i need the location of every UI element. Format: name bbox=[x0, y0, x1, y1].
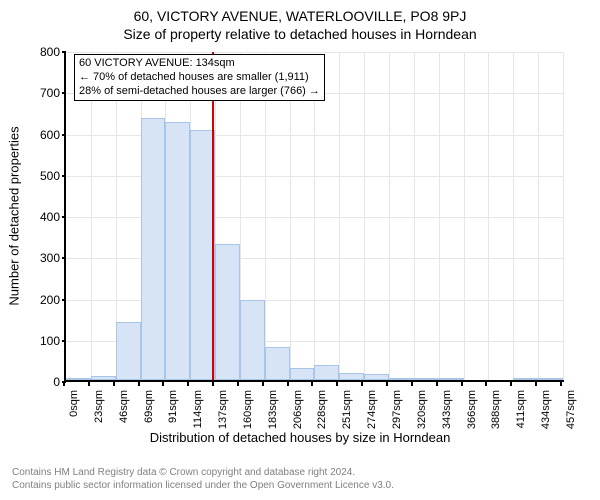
x-tick-label: 388sqm bbox=[490, 390, 502, 429]
gridline-vertical bbox=[339, 52, 340, 380]
x-tick-label: 114sqm bbox=[192, 390, 204, 428]
x-tick-mark bbox=[311, 382, 313, 386]
x-tick-label: 320sqm bbox=[416, 390, 428, 429]
x-tick-mark bbox=[63, 382, 65, 386]
y-tick-mark bbox=[62, 340, 66, 342]
footer-attribution: Contains HM Land Registry data © Crown c… bbox=[12, 467, 394, 492]
y-tick-label: 600 bbox=[20, 128, 60, 142]
x-tick-mark bbox=[187, 382, 189, 386]
histogram-bar bbox=[165, 122, 190, 380]
x-tick-mark bbox=[88, 382, 90, 386]
histogram-bar bbox=[364, 374, 389, 380]
x-tick-label: 457sqm bbox=[565, 390, 577, 429]
histogram-bar bbox=[141, 118, 165, 380]
gridline-vertical bbox=[488, 52, 489, 380]
x-tick-mark bbox=[113, 382, 115, 386]
y-tick-label: 0 bbox=[20, 375, 60, 389]
annotation-line: 28% of semi-detached houses are larger (… bbox=[79, 85, 320, 99]
plot-area: 60 VICTORY AVENUE: 134sqm← 70% of detach… bbox=[64, 52, 564, 382]
histogram-chart: Number of detached properties 60 VICTORY… bbox=[0, 46, 600, 446]
histogram-bar bbox=[240, 300, 265, 380]
x-tick-mark bbox=[535, 382, 537, 386]
y-tick-mark bbox=[62, 175, 66, 177]
histogram-bar bbox=[215, 244, 240, 380]
gridline-vertical bbox=[389, 52, 390, 380]
x-tick-label: 137sqm bbox=[217, 390, 229, 429]
x-tick-label: 0sqm bbox=[68, 390, 80, 417]
x-tick-label: 183sqm bbox=[267, 390, 279, 429]
x-tick-label: 69sqm bbox=[143, 390, 155, 423]
y-tick-mark bbox=[62, 216, 66, 218]
page-title: 60, VICTORY AVENUE, WATERLOOVILLE, PO8 9… bbox=[0, 0, 600, 24]
gridline-vertical bbox=[464, 52, 465, 380]
histogram-bar bbox=[513, 378, 538, 380]
gridline-vertical bbox=[439, 52, 440, 380]
x-tick-mark bbox=[485, 382, 487, 386]
x-axis-label: Distribution of detached houses by size … bbox=[0, 430, 600, 445]
gridline-vertical bbox=[563, 52, 564, 380]
x-tick-label: 46sqm bbox=[118, 390, 130, 423]
x-tick-label: 228sqm bbox=[316, 390, 328, 429]
x-tick-label: 343sqm bbox=[441, 390, 453, 429]
histogram-bar bbox=[66, 378, 91, 380]
y-tick-mark bbox=[62, 257, 66, 259]
histogram-bar bbox=[389, 378, 414, 380]
x-tick-mark bbox=[361, 382, 363, 386]
y-tick-label: 400 bbox=[20, 210, 60, 224]
gridline-vertical bbox=[513, 52, 514, 380]
x-tick-mark bbox=[262, 382, 264, 386]
x-tick-mark bbox=[237, 382, 239, 386]
histogram-bar bbox=[314, 365, 339, 380]
x-tick-mark bbox=[287, 382, 289, 386]
x-tick-mark bbox=[212, 382, 214, 386]
y-tick-mark bbox=[62, 92, 66, 94]
annotation-line: ← 70% of detached houses are smaller (1,… bbox=[79, 71, 320, 85]
gridline-vertical bbox=[414, 52, 415, 380]
x-tick-label: 366sqm bbox=[466, 390, 478, 429]
x-tick-mark bbox=[560, 382, 562, 386]
x-tick-mark bbox=[411, 382, 413, 386]
y-tick-mark bbox=[62, 134, 66, 136]
x-tick-label: 251sqm bbox=[341, 390, 353, 429]
histogram-bar bbox=[439, 378, 464, 380]
footer-line-1: Contains HM Land Registry data © Crown c… bbox=[12, 467, 394, 480]
histogram-bar bbox=[290, 368, 314, 380]
histogram-bar bbox=[91, 376, 116, 380]
annotation-box: 60 VICTORY AVENUE: 134sqm← 70% of detach… bbox=[74, 54, 325, 101]
x-tick-mark bbox=[436, 382, 438, 386]
y-tick-label: 500 bbox=[20, 169, 60, 183]
gridline-vertical bbox=[364, 52, 365, 380]
histogram-bar bbox=[116, 322, 141, 380]
gridline-vertical bbox=[538, 52, 539, 380]
x-tick-mark bbox=[461, 382, 463, 386]
x-tick-label: 160sqm bbox=[242, 390, 254, 429]
x-tick-label: 91sqm bbox=[167, 390, 179, 423]
x-tick-label: 411sqm bbox=[515, 390, 527, 428]
histogram-bar bbox=[414, 378, 439, 380]
x-tick-label: 206sqm bbox=[292, 390, 304, 429]
y-tick-label: 700 bbox=[20, 86, 60, 100]
x-tick-label: 434sqm bbox=[540, 390, 552, 429]
x-tick-mark bbox=[138, 382, 140, 386]
x-tick-mark bbox=[162, 382, 164, 386]
histogram-bar bbox=[538, 378, 563, 380]
x-tick-mark bbox=[336, 382, 338, 386]
y-tick-label: 100 bbox=[20, 334, 60, 348]
x-tick-mark bbox=[386, 382, 388, 386]
x-tick-label: 23sqm bbox=[93, 390, 105, 423]
y-tick-label: 200 bbox=[20, 293, 60, 307]
x-tick-label: 297sqm bbox=[391, 390, 403, 429]
y-tick-mark bbox=[62, 51, 66, 53]
histogram-bar bbox=[265, 347, 290, 380]
y-tick-label: 800 bbox=[20, 45, 60, 59]
annotation-line: 60 VICTORY AVENUE: 134sqm bbox=[79, 57, 320, 71]
x-tick-mark bbox=[510, 382, 512, 386]
y-tick-label: 300 bbox=[20, 251, 60, 265]
histogram-bar bbox=[339, 373, 364, 380]
chart-title: Size of property relative to detached ho… bbox=[0, 24, 600, 46]
x-tick-label: 274sqm bbox=[366, 390, 378, 429]
y-tick-mark bbox=[62, 299, 66, 301]
footer-line-2: Contains public sector information licen… bbox=[12, 480, 394, 493]
